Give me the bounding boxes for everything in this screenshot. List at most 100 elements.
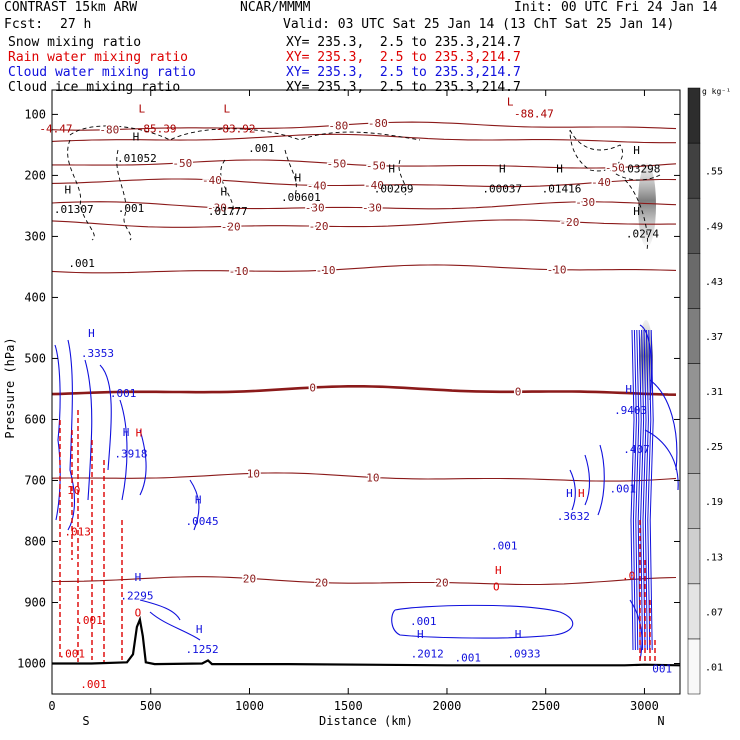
cloud-water-contour	[630, 329, 635, 651]
contour-annotation: -83.92	[216, 123, 256, 136]
contour-annotation: .03298	[621, 162, 661, 175]
contour-annotation: .001	[609, 483, 636, 496]
endpoint-north: N	[657, 714, 664, 728]
ice-contour	[116, 149, 132, 241]
cloud-water-contour	[637, 329, 642, 651]
contour-annotation: H	[196, 623, 203, 636]
isotherm-label: -20	[309, 220, 329, 233]
colorbar-segment	[687, 87, 701, 144]
isotherm-label: -30	[575, 196, 595, 209]
contour-annotation: -85.39	[137, 123, 177, 136]
cloud-water-contour	[99, 364, 112, 471]
forecast-label: Fcst:	[4, 17, 44, 32]
contour-annotation: .2012	[411, 647, 444, 660]
field-xy-snow: XY= 235.3, 2.5 to 235.3,214.7	[286, 35, 521, 50]
ice-shading-upper	[638, 163, 656, 247]
contour-annotation: H	[123, 426, 130, 439]
endpoint-south: S	[82, 714, 89, 728]
isotherm-label: -30	[207, 202, 227, 215]
contour-annotation: .2295	[120, 589, 153, 602]
x-tick-label: 3000	[630, 699, 659, 713]
contour-annotation: .3353	[81, 347, 114, 360]
contour-annotation: L	[507, 95, 514, 108]
field-name-cloud-ice: Cloud ice mixing ratio	[8, 80, 181, 95]
cloud-water-contour	[54, 344, 61, 521]
y-tick-label: 700	[24, 473, 46, 487]
x-tick-label: 2000	[433, 699, 462, 713]
y-tick-label: 500	[24, 351, 46, 365]
contour-annotation: .0274	[626, 228, 659, 241]
y-tick-label: 100	[24, 107, 46, 121]
isotherm-label: 20	[315, 577, 328, 590]
isotherm-label: -40	[202, 174, 222, 187]
contour-annotation: O	[493, 580, 500, 593]
isotherm-minus-60	[52, 133, 676, 144]
cloud-water-contour	[632, 329, 637, 651]
contour-annotation: .0	[622, 569, 635, 582]
contour-annotation: .0933	[507, 647, 540, 660]
isotherm-label: -10	[316, 264, 336, 277]
colorbar-label: .43	[705, 277, 723, 288]
colorbar-segment	[687, 308, 701, 364]
isotherm-label: 20	[435, 577, 448, 590]
cloud-water-contour	[649, 379, 678, 471]
colorbar-segment	[687, 197, 701, 254]
isotherm-label: 0	[309, 382, 316, 395]
cloud-water-contour	[597, 444, 605, 516]
isotherm-label: -80	[368, 117, 388, 130]
contour-annotation: H	[495, 564, 502, 577]
contour-annotation: -4.47	[39, 123, 72, 136]
isotherm-label: -80	[99, 124, 119, 137]
isotherm-minus-20	[52, 219, 676, 228]
x-axis-title: Distance (km)	[319, 714, 413, 728]
x-tick-label: 500	[140, 699, 162, 713]
x-tick-label: 1500	[334, 699, 363, 713]
contour-annotation: .00037	[482, 182, 522, 195]
y-tick-label: 1000	[17, 656, 46, 670]
ice-contour	[220, 159, 234, 216]
cloud-water-contour	[149, 611, 201, 641]
contour-annotation: .01307	[54, 203, 94, 216]
isotherm-label: 10	[366, 471, 379, 484]
isotherm-minus-50	[52, 159, 677, 169]
colorbar-label: .07	[705, 607, 723, 618]
colorbar-segment	[687, 418, 701, 474]
cloud-water-contour	[642, 329, 647, 651]
x-tick-label: 0	[48, 699, 55, 713]
field-xy-cloud-ice: XY= 235.3, 2.5 to 235.3,214.7	[286, 80, 521, 95]
x-tick-label: 1000	[235, 699, 264, 713]
cloud-water-contour	[84, 359, 93, 501]
isotherm-minus-40	[52, 178, 677, 188]
contour-annotation: H	[633, 205, 640, 218]
contour-annotation: H	[566, 487, 573, 500]
y-tick-label: 300	[24, 229, 46, 243]
contour-annotation: H	[633, 144, 640, 157]
contour-annotation: .9403	[614, 404, 647, 417]
cloud-water-contour	[584, 454, 591, 506]
field-xy-rain: XY= 235.3, 2.5 to 235.3,214.7	[286, 50, 521, 65]
contour-annotation: L	[223, 103, 230, 116]
cloud-water-contour	[569, 469, 576, 511]
contour-annotation: H	[417, 628, 424, 641]
colorbar-segment	[687, 528, 701, 585]
contour-annotation: .0045	[186, 515, 219, 528]
isotherm-label: -40	[364, 179, 384, 192]
contour-annotation: .001	[454, 652, 481, 665]
isotherm-label: -30	[305, 202, 325, 215]
contour-annotation: .001	[110, 387, 137, 400]
y-tick-label: 800	[24, 534, 46, 548]
contour-annotation: .01052	[117, 152, 157, 165]
contour-annotation: .001	[118, 202, 145, 215]
contour-annotation: .001	[410, 615, 437, 628]
contour-annotation: H	[388, 162, 395, 175]
contour-annotation: .001	[80, 678, 107, 691]
colorbar-label: .31	[705, 387, 723, 398]
terrain-line	[52, 615, 680, 667]
isotherm-minus-10	[52, 264, 677, 274]
colorbar-segment	[687, 253, 701, 309]
colorbar-label: .01	[705, 662, 723, 673]
isotherm-label: -50	[366, 160, 386, 173]
field-name-cloud-water: Cloud water mixing ratio	[8, 65, 196, 80]
contour-annotation: H	[133, 131, 140, 144]
